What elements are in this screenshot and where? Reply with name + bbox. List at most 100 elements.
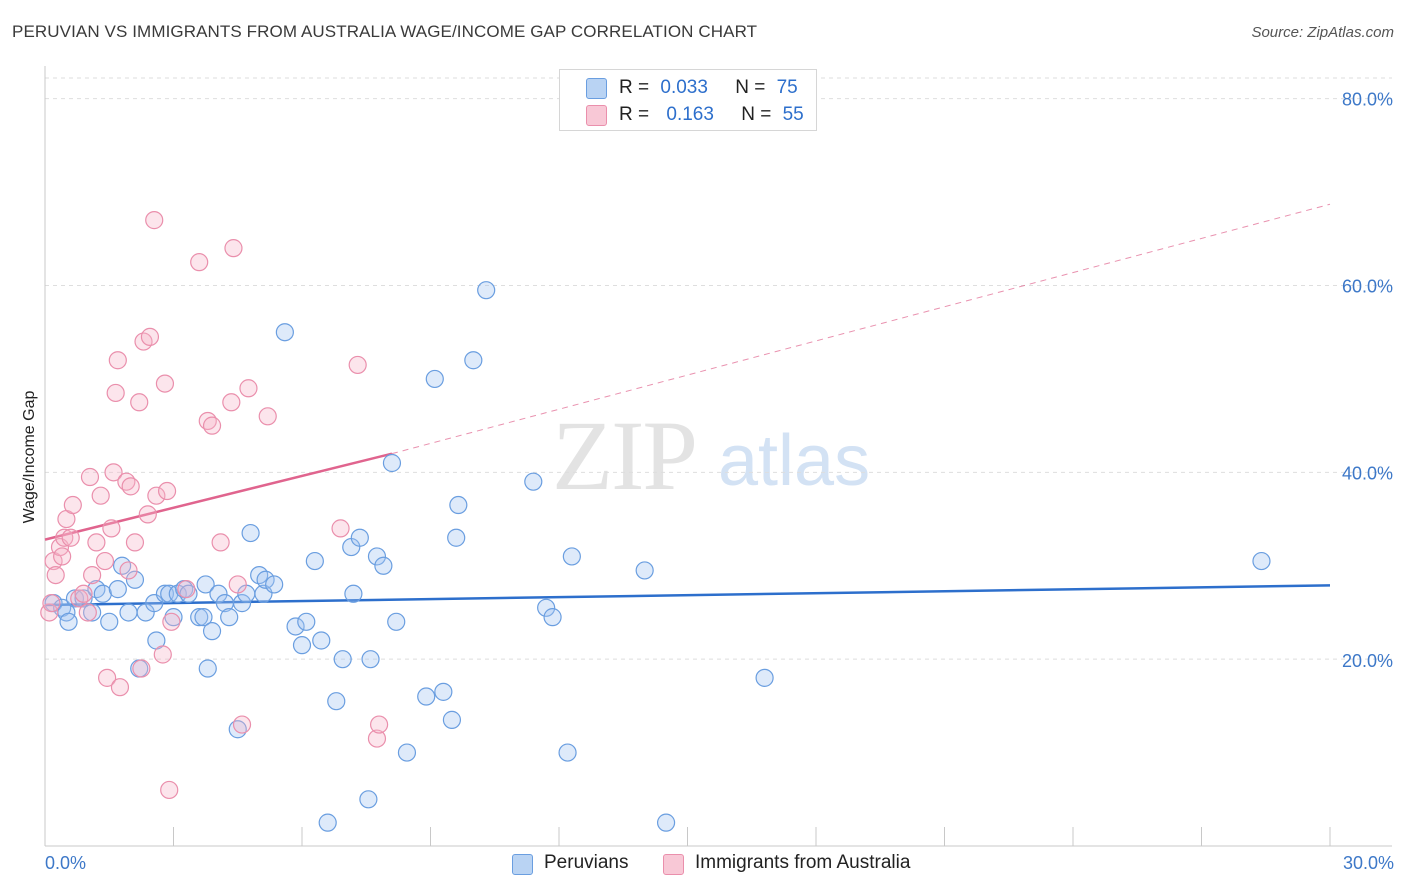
peruvian-point — [425, 369, 444, 389]
australia-point — [80, 467, 100, 487]
australia-point — [61, 528, 80, 547]
australia-point — [147, 486, 166, 505]
peruvian-point — [265, 575, 284, 594]
peruvian-point — [93, 584, 112, 603]
australia-point — [228, 575, 247, 594]
australia-point — [95, 551, 115, 571]
australia-point — [211, 533, 230, 552]
australia-point — [119, 561, 138, 580]
australia-point — [106, 383, 125, 403]
legend-n-value: 55 — [782, 104, 804, 125]
peruvian-point — [59, 612, 78, 631]
australia-point — [132, 659, 151, 678]
peruvian-point — [656, 813, 676, 832]
peruvian-point — [350, 528, 369, 547]
peruvian-point — [635, 561, 654, 580]
bottom-legend-swatch-australia — [663, 854, 684, 875]
australia-point — [98, 668, 117, 687]
peruvian-point — [374, 556, 393, 575]
peruvian-point — [125, 570, 145, 589]
y-tick-label: 80.0% — [1342, 90, 1393, 110]
australia-point — [140, 327, 160, 346]
chart-title: PERUVIAN VS IMMIGRANTS FROM AUSTRALIA WA… — [12, 22, 758, 41]
australia-point — [87, 533, 106, 552]
peruvian-point — [119, 603, 138, 622]
peruvian-point — [382, 453, 402, 473]
peruvian-point — [359, 790, 378, 809]
peruvian-point — [198, 659, 217, 678]
legend-r-label: R = — [619, 77, 650, 98]
watermark-atlas: atlas — [718, 421, 871, 501]
legend-n-label: N = — [741, 104, 772, 125]
australia-point — [42, 594, 61, 613]
legend-n-label: N = — [735, 77, 766, 98]
peruvian-point — [256, 570, 275, 589]
peruvian-point — [477, 281, 496, 300]
peruvian-point — [447, 528, 466, 547]
australia-point — [102, 519, 121, 538]
australia-point — [367, 729, 387, 748]
peruvian-point — [312, 631, 331, 650]
peruvian-point — [318, 813, 337, 832]
australia-trend-extension — [391, 203, 1331, 455]
peruvian-point — [562, 547, 581, 566]
legend-r-value: 0.033 — [660, 77, 708, 98]
peruvian-point — [196, 575, 215, 594]
peruvian-point — [449, 495, 468, 515]
peruvian-point — [155, 584, 175, 603]
y-tick-label: 20.0% — [1342, 651, 1393, 671]
bottom-legend-label: Peruvians — [544, 852, 629, 873]
bottom-legend-swatch-peruvians — [512, 854, 533, 875]
data-points — [40, 211, 1271, 832]
peruvian-point — [1252, 551, 1271, 571]
australia-point — [155, 374, 175, 393]
australia-point — [78, 603, 97, 622]
peruvian-point — [292, 636, 312, 655]
australia-point — [108, 351, 127, 370]
gridlines — [45, 77, 1392, 660]
australia-point — [130, 393, 149, 412]
australia-point — [348, 355, 367, 375]
peruvian-point — [537, 598, 556, 617]
australia-point — [177, 580, 196, 599]
peruvian-point — [297, 612, 316, 631]
peruvian-point — [442, 710, 462, 729]
australia-point — [153, 645, 172, 664]
peruvian-point — [194, 608, 213, 627]
peruvian-point — [179, 584, 198, 603]
australia-point — [46, 565, 65, 585]
peruvian-point — [220, 608, 239, 627]
legend-n-value: 75 — [776, 77, 798, 98]
australia-point — [157, 481, 177, 501]
peruvian-point — [305, 551, 324, 571]
australia-point — [232, 715, 252, 734]
peruvian-point — [83, 603, 102, 622]
peruvian-point — [209, 584, 228, 603]
australia-point — [190, 253, 209, 272]
tick-labels: 20.0% 40.0% 60.0% 80.0% 0.0% 30.0% Wage/Income… — [21, 90, 1394, 873]
australia-point — [121, 477, 140, 496]
peruvian-point — [190, 608, 209, 627]
legend-r-value: 0.163 — [666, 104, 714, 125]
peruvian-point — [202, 622, 222, 641]
peruvian-point — [74, 589, 93, 608]
australia-point — [145, 211, 164, 230]
australia-point — [55, 528, 74, 547]
peruvian-point — [755, 668, 774, 687]
australia-point — [258, 407, 277, 426]
australia-point — [91, 486, 110, 505]
australia-point — [224, 239, 243, 258]
peruvian-point — [361, 650, 380, 669]
australia-point — [83, 565, 102, 585]
australia-point — [63, 495, 82, 515]
australia-point — [160, 780, 179, 800]
peruvian-point — [397, 743, 417, 762]
x-tick-label: 30.0% — [1343, 853, 1394, 873]
peruvian-point — [524, 472, 543, 491]
y-axis-label: Wage/Income Gap — [21, 391, 38, 524]
x-tick-label: 0.0% — [45, 853, 86, 873]
peruvian-point — [344, 584, 363, 603]
legend-swatch-australia — [586, 105, 607, 126]
axes — [44, 66, 1392, 847]
